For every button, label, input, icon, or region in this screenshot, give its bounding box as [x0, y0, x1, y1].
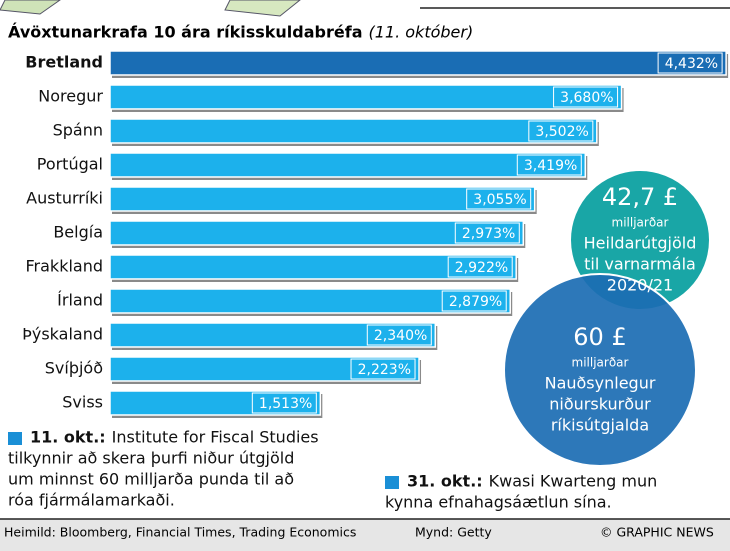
note-text: um minnst 60 milljarða punda til að — [8, 470, 294, 489]
chart: Ávöxtunarkrafa 10 ára ríkisskuldabréfa (… — [0, 0, 730, 551]
value-label: 3,680% — [560, 90, 613, 106]
note-text: tilkynnir að skera þurfi niður útgjöld — [8, 449, 294, 468]
category-label: Sviss — [62, 393, 103, 412]
category-label: Þýskaland — [22, 325, 103, 344]
category-label: Belgía — [53, 223, 103, 242]
note-date: 31. okt.: — [407, 472, 483, 491]
value-label: 2,973% — [462, 226, 515, 242]
bar — [110, 119, 597, 143]
note-text: Institute for Fiscal Studies — [112, 428, 319, 447]
circle — [504, 274, 696, 466]
circle-amount: 60 £ — [573, 323, 626, 351]
value-label: 3,055% — [473, 192, 526, 208]
circle-text: 2020/21 — [607, 276, 673, 295]
note-marker — [8, 432, 22, 445]
note-text: róa fjármálamarkaði. — [8, 491, 175, 510]
category-label: Portúgal — [37, 155, 103, 174]
footer-photo: Mynd: Getty — [415, 525, 492, 540]
value-label: 1,513% — [259, 396, 312, 412]
category-label: Frakkland — [26, 257, 104, 276]
category-label: Noregur — [38, 87, 103, 106]
category-label: Bretland — [25, 53, 103, 72]
chart-title: Ávöxtunarkrafa 10 ára ríkisskuldabréfa — [8, 23, 362, 42]
circle-text: til varnarmála — [584, 255, 696, 274]
bar — [110, 153, 585, 177]
value-label: 2,879% — [449, 294, 502, 310]
category-label: Svíþjóð — [45, 359, 103, 378]
value-label: 2,223% — [358, 362, 411, 378]
category-label: Austurríki — [26, 189, 103, 208]
value-label: 4,432% — [665, 56, 718, 72]
bar — [110, 85, 622, 109]
circle-text: ríkisútgjalda — [551, 416, 649, 435]
category-label: Írland — [57, 291, 103, 310]
circle-text: niðurskurður — [549, 395, 651, 414]
value-label: 2,340% — [374, 328, 427, 344]
circle-text: Nauðsynlegur — [545, 374, 656, 393]
value-label: 3,419% — [524, 158, 577, 174]
circle-unit: milljarðar — [612, 216, 669, 230]
note-text: Kwasi Kwarteng mun — [489, 472, 658, 491]
circle-unit: milljarðar — [572, 356, 629, 370]
value-label: 3,502% — [535, 124, 588, 140]
category-label: Spánn — [53, 121, 103, 140]
footer-source: Heimild: Bloomberg, Financial Times, Tra… — [4, 525, 356, 540]
footer-credit: © GRAPHIC NEWS — [600, 525, 714, 540]
note-marker — [385, 476, 399, 489]
note-text: kynna efnahagsáætlun sína. — [385, 493, 612, 512]
note-date: 11. okt.: — [30, 428, 106, 447]
chart-subtitle: (11. október) — [368, 23, 473, 42]
value-label: 2,922% — [455, 260, 508, 276]
bar — [110, 51, 726, 75]
circle-text: Heildarútgjöld — [584, 234, 697, 253]
circle-amount: 42,7 £ — [602, 183, 678, 211]
bar — [110, 187, 535, 211]
